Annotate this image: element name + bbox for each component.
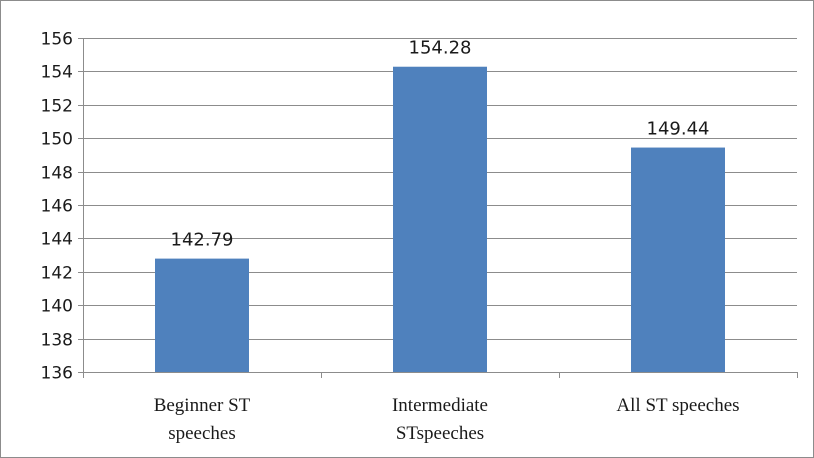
x-category-label: speeches	[168, 423, 236, 444]
y-tick-label: 152	[41, 97, 73, 117]
bar	[393, 66, 487, 372]
x-category-label: All ST speeches	[616, 395, 739, 416]
y-tick-label: 136	[41, 364, 73, 384]
x-category-label: Beginner ST	[154, 395, 251, 416]
x-category-label: STspeeches	[396, 423, 484, 444]
bars	[155, 66, 725, 372]
y-tick-label: 144	[41, 230, 73, 250]
x-category-label: Intermediate	[392, 395, 488, 416]
data-label: 142.79	[171, 230, 234, 251]
y-tick-label: 138	[41, 331, 73, 351]
bar	[155, 258, 249, 372]
bar	[631, 147, 725, 372]
data-label: 154.28	[409, 38, 472, 59]
y-tick-label: 148	[41, 164, 73, 184]
y-tick-label: 146	[41, 197, 73, 217]
axes	[78, 38, 798, 378]
y-tick-label: 150	[41, 130, 73, 150]
y-tick-label: 156	[41, 30, 73, 50]
y-tick-label: 154	[41, 63, 73, 83]
y-tick-label: 142	[41, 264, 73, 284]
labels: 136 138 140 142 144 146 148 150 152 154 156 142.79 B…	[41, 30, 740, 445]
data-label: 149.44	[647, 119, 710, 140]
y-tick-label: 140	[41, 297, 73, 317]
